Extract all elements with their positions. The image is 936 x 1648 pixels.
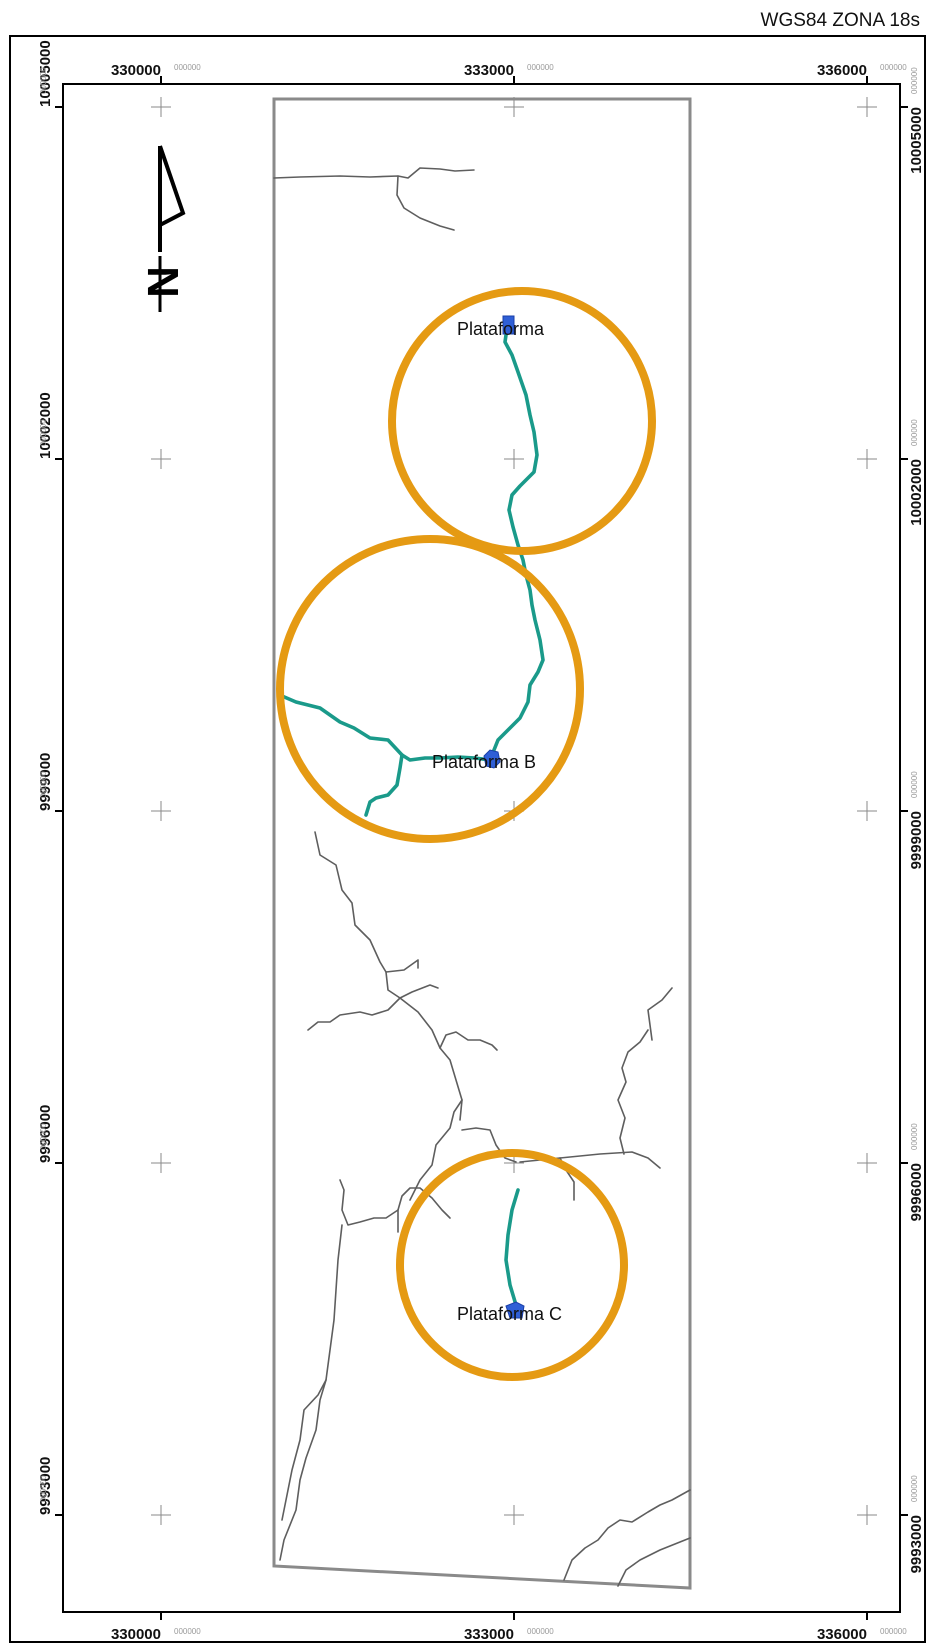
- y-tick-label: 9993000: [37, 1457, 54, 1515]
- grid-cross: [857, 1153, 877, 1173]
- buffer-zones: [276, 287, 656, 1381]
- x-tick-decimals: 000000: [527, 1627, 554, 1636]
- x-tick-label: 330000: [111, 1626, 161, 1643]
- platform-marker: [483, 749, 501, 769]
- grid-cross: [151, 1153, 171, 1173]
- y-labels-right: 10005000 000000 10002000 000000 9999000 …: [908, 67, 925, 1574]
- grid-cross: [151, 801, 171, 821]
- y-tick-decimals: 000000: [39, 1475, 48, 1502]
- outer-frame: [9, 35, 926, 1643]
- buffer-circle: [396, 1149, 628, 1381]
- x-tick-label: 336000: [817, 62, 867, 79]
- buffer-circle: [276, 535, 584, 843]
- grid-cross: [504, 449, 524, 469]
- north-arrow-icon: N: [139, 145, 188, 312]
- crs-label: WGS84 ZONA 18s: [761, 10, 920, 31]
- grid-cross: [857, 449, 877, 469]
- y-tick-decimals: 000000: [910, 419, 919, 446]
- y-tick-decimals: 000000: [910, 771, 919, 798]
- grid-cross: [504, 97, 524, 117]
- grid-cross: [857, 97, 877, 117]
- grid-cross: [857, 1505, 877, 1525]
- platforms: Plataforma Plataforma B Plataforma C: [432, 315, 562, 1324]
- study-area-outline: [272, 97, 692, 1590]
- grid-cross: [151, 1505, 171, 1525]
- x-tick-decimals: 000000: [527, 63, 554, 72]
- y-tick-label: 10005000: [37, 40, 54, 107]
- x-tick-decimals: 000000: [880, 63, 907, 72]
- x-labels-top: 330000 000000 333000 000000 336000 00000…: [111, 62, 907, 79]
- y-labels-left: 10005000 000000 10002000 000000 9999000 …: [37, 40, 54, 1515]
- y-tick-label: 10002000: [37, 392, 54, 459]
- y-tick-label: 9996000: [37, 1105, 54, 1163]
- y-tick-label: 9993000: [908, 1515, 925, 1573]
- platform-label: Plataforma B: [432, 752, 536, 772]
- buffer-circle: [388, 287, 656, 555]
- y-tick-decimals: 000000: [39, 419, 48, 446]
- platform-marker: [502, 315, 515, 335]
- map-frame: [62, 83, 901, 1613]
- y-tick-decimals: 000000: [39, 771, 48, 798]
- platform-label: Plataforma: [457, 319, 545, 339]
- grid-cross: [857, 801, 877, 821]
- north-label: N: [139, 266, 188, 298]
- y-tick-decimals: 000000: [910, 67, 919, 94]
- road-network: [273, 167, 691, 1587]
- y-tick-label: 10005000: [908, 107, 925, 174]
- x-tick-label: 333000: [464, 62, 514, 79]
- y-tick-decimals: 000000: [910, 1123, 919, 1150]
- frame-ticks: [55, 76, 908, 1620]
- x-tick-label: 330000: [111, 62, 161, 79]
- x-tick-decimals: 000000: [174, 63, 201, 72]
- y-tick-decimals: 000000: [39, 67, 48, 94]
- y-tick-decimals: 000000: [39, 1123, 48, 1150]
- x-tick-label: 336000: [817, 1626, 867, 1643]
- y-tick-decimals: 000000: [910, 1475, 919, 1502]
- y-tick-label: 10002000: [908, 459, 925, 526]
- y-tick-label: 9999000: [37, 753, 54, 811]
- x-tick-label: 333000: [464, 1626, 514, 1643]
- y-tick-label: 9999000: [908, 811, 925, 869]
- grid-crosses: [151, 97, 877, 1525]
- platform-marker: [505, 1301, 525, 1319]
- grid-cross: [504, 1505, 524, 1525]
- x-labels-bottom: 330000 000000 333000 000000 336000 00000…: [111, 1626, 907, 1643]
- grid-cross: [151, 449, 171, 469]
- y-tick-label: 9996000: [908, 1163, 925, 1221]
- x-tick-decimals: 000000: [880, 1627, 907, 1636]
- platform-label: Plataforma C: [457, 1304, 562, 1324]
- x-tick-decimals: 000000: [174, 1627, 201, 1636]
- grid-cross: [151, 97, 171, 117]
